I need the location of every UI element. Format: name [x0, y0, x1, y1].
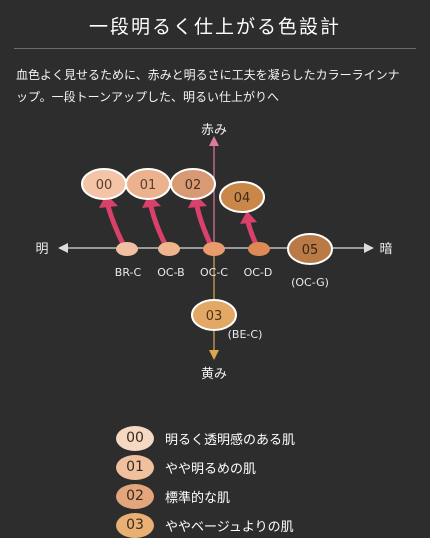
shade-02-code: 02 — [185, 178, 202, 193]
shift-arrowhead-01 — [142, 194, 161, 208]
shift-arrowhead-02 — [188, 194, 207, 208]
shift-arrowhead-00 — [99, 194, 118, 208]
shade-02-swatch — [170, 168, 216, 200]
legend-item-00: 00 明るく透明感のある肌 — [116, 424, 295, 452]
shade-04-swatch — [219, 181, 265, 213]
title-divider — [14, 48, 416, 49]
axis-label-dark: 暗 — [379, 242, 392, 257]
legend-label-02: 標準的な肌 — [165, 490, 231, 506]
legend-item-02: 02 標準的な肌 — [116, 482, 230, 510]
shade-05-base-label: (OC-G) — [291, 276, 329, 289]
shade-02: 02 — [170, 168, 216, 200]
shade-05-swatch — [287, 233, 333, 265]
description-line-1: 血色よく見せるために、赤みと明るさに工夫を凝らしたカラーラインナ — [16, 68, 400, 82]
shade-00-code: 00 — [96, 178, 113, 193]
axis-redness-arrowhead — [209, 136, 219, 146]
base-dot-oc-c — [203, 242, 225, 256]
page-title: 一段明るく仕上がる色設計 — [88, 16, 341, 38]
shade-01-code: 01 — [140, 178, 157, 193]
shade-01: 01 — [125, 168, 171, 200]
axis-yellowness-arrowhead — [209, 350, 219, 360]
legend-chip-03: 03 — [116, 512, 154, 538]
base-label-oc-b: OC-B — [157, 266, 184, 279]
shift-arrow-00 — [105, 203, 127, 249]
shift-arrows — [99, 194, 260, 249]
axis-label-yellowness: 黄み — [201, 367, 227, 382]
base-label-oc-c: OC-C — [200, 266, 228, 279]
shift-arrowhead-04 — [240, 211, 257, 224]
legend-chip-01: 01 — [116, 454, 154, 480]
legend-label-00: 明るく透明感のある肌 — [165, 432, 296, 448]
base-dot-oc-b — [158, 242, 180, 256]
shade-03-base-label: (BE-C) — [228, 328, 263, 341]
legend-label-01: やや明るめの肌 — [165, 461, 257, 477]
base-label-br-c: BR-C — [115, 266, 142, 279]
base-dot-br-c — [116, 242, 138, 256]
axis-label-redness: 赤み — [201, 123, 227, 138]
shade-03-code: 03 — [206, 309, 223, 324]
shade-05: 05 (OC-G) — [287, 233, 333, 289]
axis-label-bright: 明 — [35, 242, 48, 257]
shade-05-code: 05 — [302, 243, 319, 258]
shade-00: 00 — [81, 168, 127, 200]
description: 血色よく見せるために、赤みと明るさに工夫を凝らしたカラーラインナ ップ。一段トー… — [16, 64, 416, 108]
description-line-2: ップ。一段トーンアップした、明るい仕上がりへ — [16, 90, 280, 104]
legend-chip-02: 02 — [116, 483, 154, 509]
shade-03: 03 (BE-C) — [191, 299, 263, 341]
legend-item-01: 01 やや明るめの肌 — [116, 453, 256, 481]
legend-chip-00: 00 — [116, 425, 154, 451]
shade-03-swatch — [191, 299, 237, 331]
legend-item-03: 03 ややベージュよりの肌 — [116, 511, 294, 538]
shade-04-code: 04 — [234, 191, 251, 206]
base-label-oc-d: OC-D — [244, 266, 273, 279]
legend-label-03: ややベージュよりの肌 — [165, 519, 294, 535]
shift-arrow-01 — [148, 203, 169, 249]
shade-04: 04 — [219, 181, 265, 213]
axis-dark-arrowhead — [364, 243, 374, 253]
shift-arrow-02 — [194, 203, 214, 249]
axis-bright-arrowhead — [58, 243, 68, 253]
base-dot-oc-d — [248, 242, 270, 256]
